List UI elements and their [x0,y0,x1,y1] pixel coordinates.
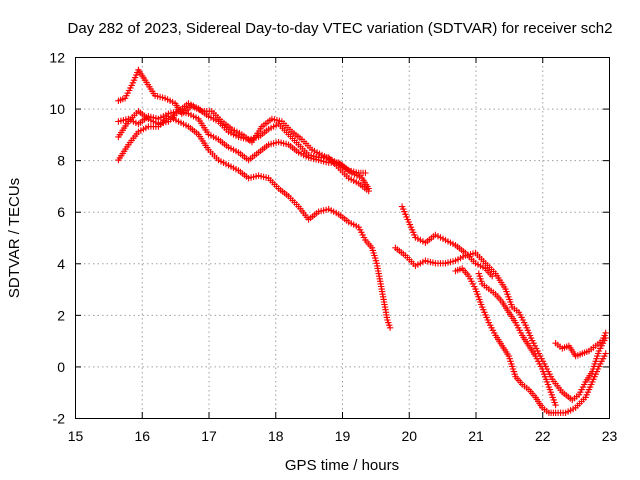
x-axis-label: GPS time / hours [285,457,399,474]
data-point [552,401,559,409]
y-tick-label: -2 [53,411,66,427]
data-point [386,324,394,331]
y-axis-label: SDTVAR / TECUs [6,178,23,298]
x-tick-label: 16 [134,428,150,444]
series-track-e [552,329,609,360]
y-tick-labels: -2 0 2 4 6 8 10 12 [49,50,65,427]
y-tick-label: 10 [49,101,65,117]
y-tick-label: 6 [57,204,65,220]
x-tick-label: 17 [201,428,217,444]
chart-title: Day 282 of 2023, Sidereal Day-to-day VTE… [68,20,613,37]
data-point [602,329,609,337]
data-marks [115,66,609,416]
x-tick-label: 22 [535,428,551,444]
x-tick-label: 15 [68,428,84,444]
x-tick-label: 19 [335,428,351,444]
y-tick-label: 8 [57,153,65,169]
x-tick-labels: 15 16 17 18 19 20 21 22 23 [68,428,618,444]
grid [75,57,609,418]
data-point [365,187,372,195]
y-tick-label: 12 [49,50,65,66]
x-tick-label: 23 [602,428,618,444]
y-tick-label: 0 [57,359,65,375]
y-tick-label: 2 [57,307,65,323]
series-track-b [115,100,559,409]
data-point [602,350,609,357]
data-point [362,169,369,177]
y-tick-label: 4 [57,256,65,272]
axis-ticks [75,57,610,419]
x-tick-label: 21 [468,428,484,444]
x-tick-label: 18 [268,428,284,444]
series-track-d [115,113,609,416]
x-tick-label: 20 [401,428,417,444]
